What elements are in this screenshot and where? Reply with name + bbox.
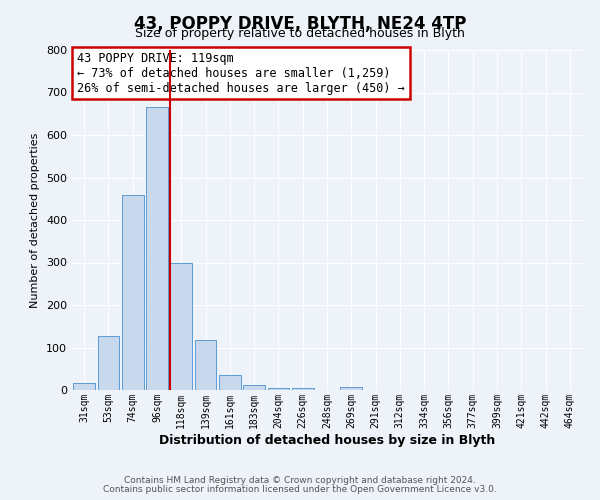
Text: Size of property relative to detached houses in Blyth: Size of property relative to detached ho…: [135, 28, 465, 40]
Text: 43, POPPY DRIVE, BLYTH, NE24 4TP: 43, POPPY DRIVE, BLYTH, NE24 4TP: [134, 15, 466, 33]
Bar: [170, 262, 192, 390]
Bar: [122, 196, 143, 390]
Bar: [97, 336, 119, 390]
Text: 43 POPPY DRIVE: 119sqm
← 73% of detached houses are smaller (1,259)
26% of semi-: 43 POPPY DRIVE: 119sqm ← 73% of detached…: [77, 52, 405, 94]
Bar: [146, 108, 168, 390]
Bar: [219, 375, 241, 390]
Bar: [268, 388, 289, 390]
Bar: [243, 385, 265, 390]
Text: Contains public sector information licensed under the Open Government Licence v3: Contains public sector information licen…: [103, 485, 497, 494]
Text: Contains HM Land Registry data © Crown copyright and database right 2024.: Contains HM Land Registry data © Crown c…: [124, 476, 476, 485]
Y-axis label: Number of detached properties: Number of detached properties: [31, 132, 40, 308]
Bar: [292, 388, 314, 390]
Bar: [340, 386, 362, 390]
Bar: [73, 383, 95, 390]
Bar: [194, 340, 217, 390]
X-axis label: Distribution of detached houses by size in Blyth: Distribution of detached houses by size …: [159, 434, 495, 446]
